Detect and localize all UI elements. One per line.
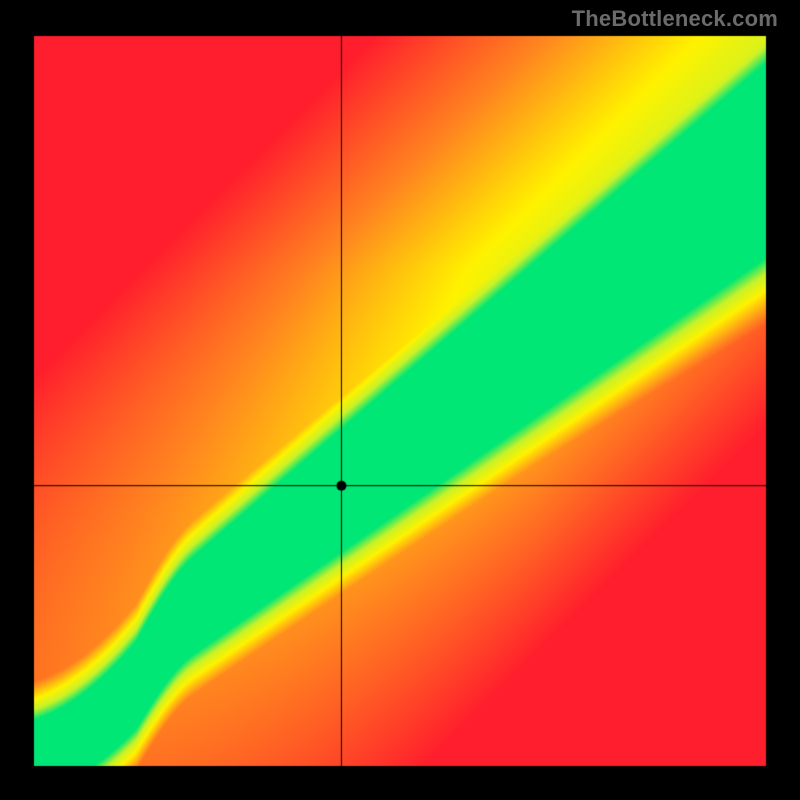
watermark-text: TheBottleneck.com bbox=[572, 6, 778, 32]
bottleneck-heatmap bbox=[0, 0, 800, 800]
